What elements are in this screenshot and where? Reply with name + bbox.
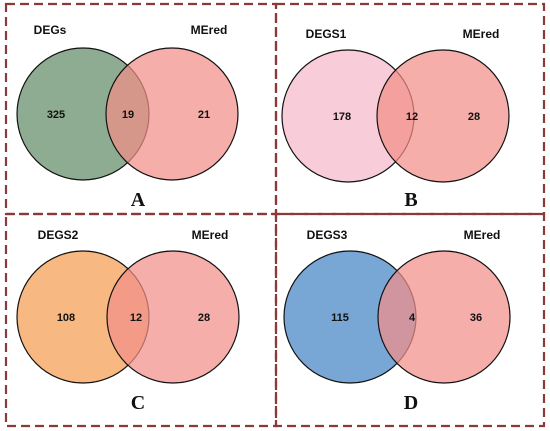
panel-frame-a [4, 2, 278, 216]
panel-letter-d: D [404, 392, 418, 414]
left-only-count-c: 108 [57, 312, 75, 324]
right-set-label-a: MEred [191, 23, 228, 37]
overlap-count-c: 12 [130, 312, 142, 324]
venn-panel-d: DEGS3 MEred 115 4 36 D [283, 228, 511, 414]
venn-panel-c: DEGS2 MEred 108 12 28 C [16, 228, 240, 414]
left-set-label-c: DEGS2 [38, 228, 79, 242]
left-set-label-a: DEGs [34, 23, 67, 37]
panel-letter-a: A [131, 189, 146, 211]
left-only-count-a: 325 [47, 109, 65, 121]
right-set-label-b: MEred [463, 27, 500, 41]
left-set-label-b: DEGS1 [306, 27, 347, 41]
left-only-count-d: 115 [331, 312, 349, 324]
right-set-label-c: MEred [192, 228, 229, 242]
venn-panel-a: DEGs MEred 325 19 21 A [16, 23, 239, 211]
right-only-count-a: 21 [198, 109, 210, 121]
panel-frame-b [274, 2, 546, 216]
overlap-count-d: 4 [409, 312, 416, 324]
left-set-label-d: DEGS3 [307, 228, 348, 242]
right-set-circle-a [105, 47, 239, 181]
right-only-count-c: 28 [198, 312, 210, 324]
overlap-count-a: 19 [122, 109, 134, 121]
overlap-count-b: 12 [406, 111, 418, 123]
right-only-count-b: 28 [468, 111, 480, 123]
panel-letter-c: C [131, 392, 145, 414]
right-only-count-d: 36 [470, 312, 482, 324]
left-only-count-b: 178 [333, 111, 351, 123]
panel-letter-b: B [404, 189, 417, 211]
right-set-circle-d [377, 250, 511, 384]
right-set-circle-b [376, 49, 510, 183]
panel-frame-c [4, 212, 278, 428]
venn-panel-b: DEGS1 MEred 178 12 28 B [281, 27, 510, 211]
right-set-circle-c [106, 250, 240, 384]
panel-frame-d [274, 212, 546, 428]
right-set-label-d: MEred [464, 228, 501, 242]
